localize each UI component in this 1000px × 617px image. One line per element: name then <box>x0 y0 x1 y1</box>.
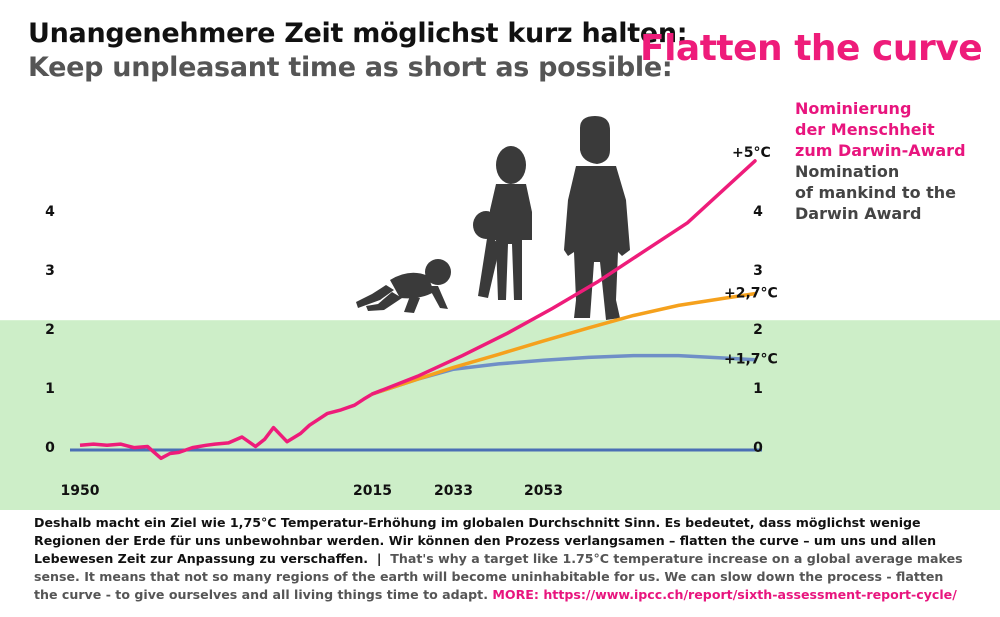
y-tick-right-1: 1 <box>753 381 763 397</box>
footer-text: Deshalb macht ein Ziel wie 1,75°C Temper… <box>34 514 969 604</box>
y-tick-left-3: 3 <box>45 263 55 279</box>
x-tick-2033: 2033 <box>434 483 473 499</box>
x-tick-2053: 2053 <box>524 483 563 499</box>
adult-figure-icon <box>564 116 630 320</box>
award-en-line-3: Darwin Award <box>795 204 922 223</box>
footer-text-german: Deshalb macht ein Ziel wie 1,75°C Temper… <box>34 515 937 566</box>
award-en-line-2: of mankind to the <box>795 183 957 202</box>
y-tick-right-4: 4 <box>753 204 763 220</box>
human-figures-illustration <box>356 116 630 320</box>
title-german: Unangenehmere Zeit möglichst kurz halten… <box>28 18 688 49</box>
child-figure-icon <box>473 146 532 300</box>
series-label-2-7-degrees: +2,7°C <box>724 286 778 302</box>
y-tick-right-2: 2 <box>753 322 763 338</box>
award-en-line-1: Nomination <box>795 162 900 181</box>
award-de-line-1: Nominierung <box>795 99 912 118</box>
scenario-line-5-degrees <box>370 159 757 396</box>
series-label-1-7-degrees: +1,7°C <box>724 352 778 368</box>
y-tick-right-3: 3 <box>753 263 763 279</box>
footer-text-english: That's why a target like 1.75°C temperat… <box>34 551 963 602</box>
headline-flatten-the-curve: Flatten the curve <box>640 28 983 69</box>
y-tick-left-2: 2 <box>45 322 55 338</box>
darwin-award-note: Nominierung der Menschheit zum Darwin-Aw… <box>795 98 966 224</box>
x-tick-1950: 1950 <box>61 483 100 499</box>
y-tick-left-4: 4 <box>45 204 55 220</box>
historical-temperature-line <box>79 392 374 461</box>
ipcc-report-link[interactable]: https://www.ipcc.ch/report/sixth-assessm… <box>543 587 957 602</box>
title-english: Keep unpleasant time as short as possibl… <box>28 52 673 83</box>
series-label-5-degrees: +5°C <box>732 145 771 161</box>
more-label: MORE: <box>492 587 539 602</box>
scenario-line-2-7-degrees <box>370 291 757 396</box>
green-safe-zone <box>0 320 1000 510</box>
baby-figure-icon <box>356 259 451 313</box>
award-de-line-2: der Menschheit <box>795 120 935 139</box>
x-tick-2015: 2015 <box>353 483 392 499</box>
y-tick-right-0: 0 <box>753 440 763 456</box>
y-tick-left-1: 1 <box>45 381 55 397</box>
award-de-line-3: zum Darwin-Award <box>795 141 966 160</box>
y-tick-left-0: 0 <box>45 440 55 456</box>
footer-separator: | <box>376 551 382 566</box>
